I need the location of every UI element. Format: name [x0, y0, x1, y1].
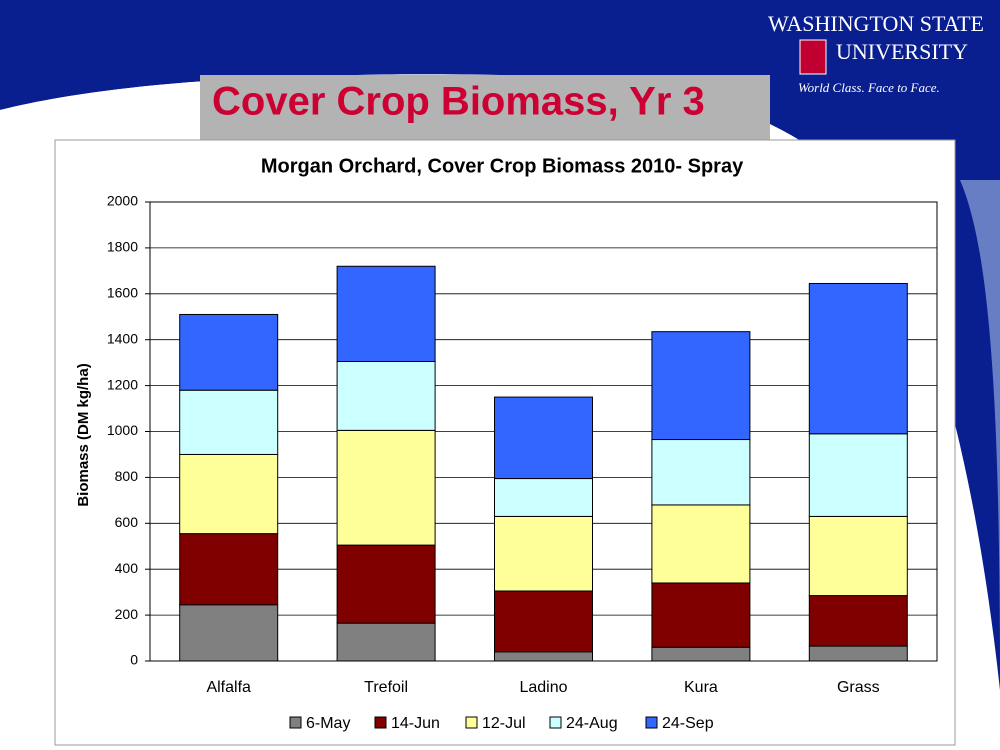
- bar-segment: [336, 361, 436, 431]
- bar-segment: [651, 331, 751, 441]
- y-tick-label: 400: [115, 560, 139, 576]
- bar-segment: [494, 590, 593, 653]
- swoosh-light: [960, 180, 1000, 690]
- y-tick-label: 600: [115, 514, 139, 530]
- logo-text: UNIVERSITY: [836, 39, 968, 64]
- legend-swatch: [289, 716, 302, 729]
- bar-segment: [494, 478, 593, 517]
- bar-segment: [336, 429, 436, 546]
- bar-segment: [808, 645, 908, 662]
- x-tick-label: Kura: [684, 679, 718, 696]
- bar-segment: [651, 646, 751, 662]
- legend-swatch: [645, 716, 658, 729]
- bar-segment: [179, 533, 279, 606]
- title-box: [200, 75, 770, 140]
- y-tick-label: 1400: [107, 330, 138, 346]
- legend-label: 6-May: [306, 715, 350, 732]
- y-axis-label: Biomass (DM kg/ha): [75, 363, 92, 506]
- bar-segment: [808, 515, 908, 597]
- y-tick-label: 200: [115, 606, 139, 622]
- y-tick-label: 1000: [107, 422, 138, 438]
- bar-segment: [179, 313, 279, 391]
- y-tick-label: 2000: [107, 193, 138, 209]
- legend-label: 14-Jun: [391, 715, 440, 732]
- bar-segment: [651, 439, 751, 506]
- bar-segment: [808, 595, 908, 647]
- chart-title: Morgan Orchard, Cover Crop Biomass 2010-…: [261, 155, 744, 177]
- swoosh: [0, 0, 1000, 690]
- bar-segment: [808, 282, 908, 435]
- bar-segment: [808, 433, 908, 517]
- bar-segment: [336, 265, 436, 363]
- bar-segment: [179, 389, 279, 455]
- legend-swatch: [374, 716, 387, 729]
- legend-label: 24-Sep: [662, 715, 714, 732]
- bar-segment: [494, 396, 593, 480]
- bar-segment: [336, 544, 436, 624]
- slide-title: Cover Crop Biomass, Yr 3: [212, 80, 705, 124]
- y-tick-label: 1200: [107, 376, 138, 392]
- bar-segment: [651, 504, 751, 584]
- logo-shield: [799, 39, 827, 75]
- bar-segment: [179, 453, 279, 535]
- bar-segment: [494, 651, 593, 662]
- legend-label: 12-Jul: [482, 715, 526, 732]
- legend-label: 24-Aug: [566, 715, 618, 732]
- bar-segment: [651, 582, 751, 648]
- x-tick-label: Ladino: [519, 679, 567, 696]
- bar-segment: [494, 515, 593, 592]
- bar-segment: [179, 604, 279, 662]
- x-tick-label: Grass: [837, 679, 880, 696]
- y-tick-label: 0: [130, 652, 138, 668]
- y-tick-label: 1800: [107, 239, 138, 255]
- legend-swatch: [465, 716, 478, 729]
- logo-text: WASHINGTON STATE: [768, 11, 984, 36]
- legend-swatch: [549, 716, 562, 729]
- tagline: World Class. Face to Face.: [798, 80, 940, 95]
- bar-segment: [336, 622, 436, 662]
- x-tick-label: Trefoil: [364, 679, 408, 696]
- y-tick-label: 1600: [107, 285, 138, 301]
- x-tick-label: Alfalfa: [206, 679, 251, 696]
- y-tick-label: 800: [115, 468, 139, 484]
